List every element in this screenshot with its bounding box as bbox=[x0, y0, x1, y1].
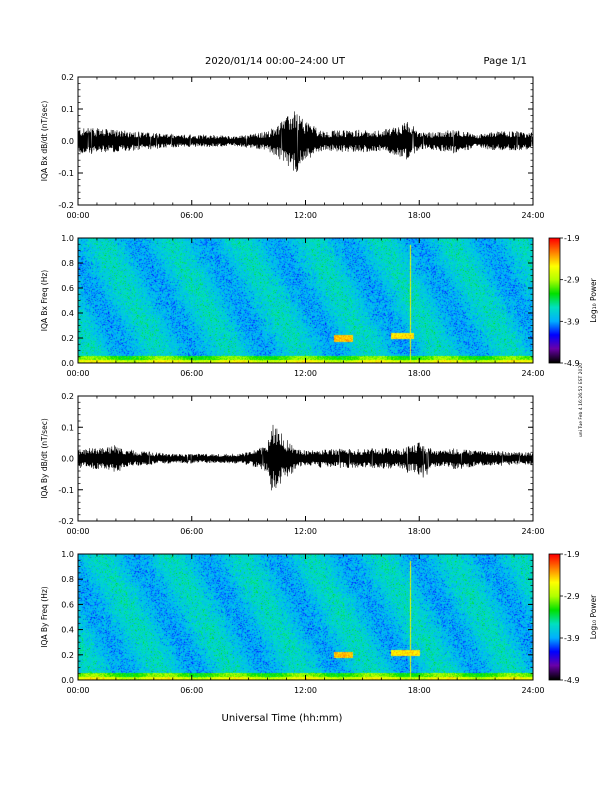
x-tick-label: 12:00 bbox=[294, 686, 317, 695]
figure-title: 2020/01/14 00:00–24:00 UT bbox=[205, 56, 346, 67]
x-tick-label: 18:00 bbox=[408, 369, 431, 378]
colorbar-tick-label: -2.9 bbox=[564, 592, 580, 601]
bx-timeseries-panel: 00:00 06:00 12:00 18:00 24:00 -0.2 -0.1 0.0 0.1 0… bbox=[40, 73, 545, 220]
colorbar-tick-label: -1.9 bbox=[564, 234, 580, 243]
y-tick-label: -0.2 bbox=[58, 201, 74, 210]
by-timeseries-panel: 00:00 06:00 12:00 18:00 24:00 -0.2 -0.1 0.0 0.1 0… bbox=[40, 392, 545, 536]
x-tick-label: 00:00 bbox=[66, 369, 89, 378]
y-tick-label: -0.2 bbox=[58, 517, 74, 526]
x-tick-label: 00:00 bbox=[66, 211, 89, 220]
y-tick-label: 0.6 bbox=[61, 284, 74, 293]
colorbar-label: Log₁₀ Power bbox=[589, 277, 598, 322]
colorbar-tick-label: -2.9 bbox=[564, 276, 580, 285]
y-tick-label: -0.1 bbox=[58, 169, 74, 178]
colorbar-tick-label: -3.9 bbox=[564, 317, 580, 326]
y-tick-label: 0.0 bbox=[61, 455, 74, 464]
x-tick-label: 06:00 bbox=[180, 686, 203, 695]
y-tick-label: 0.2 bbox=[61, 73, 74, 82]
y-tick-label: 0.2 bbox=[61, 392, 74, 401]
y-tick-label: 0.8 bbox=[61, 259, 74, 268]
colorbar-tick-label: -4.9 bbox=[564, 676, 580, 685]
y-tick-label: 0.1 bbox=[61, 105, 74, 114]
x-tick-label: 24:00 bbox=[521, 686, 544, 695]
x-tick-label: 18:00 bbox=[408, 527, 431, 536]
x-tick-label: 06:00 bbox=[180, 527, 203, 536]
y-tick-label: 0.2 bbox=[61, 334, 74, 343]
y-tick-label: 0.0 bbox=[61, 359, 74, 368]
x-tick-label: 24:00 bbox=[521, 211, 544, 220]
y-axis-label: IQA By dB/dt (nT/sec) bbox=[40, 418, 49, 499]
colorbar-tick-label: -3.9 bbox=[564, 634, 580, 643]
y-tick-label: 1.0 bbox=[61, 550, 74, 559]
y-tick-label: 0.6 bbox=[61, 600, 74, 609]
y-axis-label: IQA Bx dB/dt (nT/sec) bbox=[40, 101, 49, 182]
x-tick-label: 12:00 bbox=[294, 527, 317, 536]
x-tick-label: 12:00 bbox=[294, 211, 317, 220]
x-tick-label: 00:00 bbox=[66, 527, 89, 536]
y-tick-label: 1.0 bbox=[61, 234, 74, 243]
x-tick-label: 24:00 bbox=[521, 527, 544, 536]
spectrogram-image bbox=[78, 554, 533, 680]
y-axis-label: IQA By Freq (Hz) bbox=[40, 586, 49, 648]
y-tick-label: 0.4 bbox=[61, 309, 74, 318]
generation-note: uni Tue Feb 4 16:26:52 EST 2020 bbox=[578, 363, 584, 437]
page-indicator: Page 1/1 bbox=[484, 56, 527, 67]
x-tick-label: 00:00 bbox=[66, 686, 89, 695]
y-tick-label: 0.1 bbox=[61, 423, 74, 432]
x-axis-label: Universal Time (hh:mm) bbox=[222, 713, 343, 724]
by-spectrogram-panel: 00:00 06:00 12:00 18:00 24:00 0.0 0.2 0.4 0.6 0.8… bbox=[40, 550, 598, 695]
x-tick-label: 06:00 bbox=[180, 211, 203, 220]
colorbar-tick-label: -1.9 bbox=[564, 550, 580, 559]
x-tick-label: 18:00 bbox=[408, 211, 431, 220]
y-tick-label: -0.1 bbox=[58, 486, 74, 495]
x-tick-label: 12:00 bbox=[294, 369, 317, 378]
colorbar-tick-label: -4.9 bbox=[564, 359, 580, 368]
dbdt-trace bbox=[77, 424, 534, 491]
colorbar-frame bbox=[548, 237, 561, 364]
dbdt-trace bbox=[77, 111, 534, 173]
y-tick-label: 0.4 bbox=[61, 626, 74, 635]
x-tick-label: 18:00 bbox=[408, 686, 431, 695]
x-tick-label: 06:00 bbox=[180, 369, 203, 378]
colorbar bbox=[549, 554, 560, 680]
y-tick-label: 0.8 bbox=[61, 575, 74, 584]
colorbar-label: Log₁₀ Power bbox=[589, 594, 598, 639]
bx-spectrogram-panel: 00:00 06:00 12:00 18:00 24:00 0.0 0.2 0.4 0.6 0.8… bbox=[40, 234, 598, 378]
y-axis-label: IQA Bx Freq (Hz) bbox=[40, 270, 49, 332]
x-tick-label: 24:00 bbox=[521, 369, 544, 378]
spectrogram-image bbox=[78, 238, 533, 363]
y-tick-label: 0.0 bbox=[61, 137, 74, 146]
colorbar-frame bbox=[548, 553, 561, 681]
y-tick-label: 0.0 bbox=[61, 676, 74, 685]
y-tick-label: 0.2 bbox=[61, 651, 74, 660]
colorbar bbox=[549, 238, 560, 363]
